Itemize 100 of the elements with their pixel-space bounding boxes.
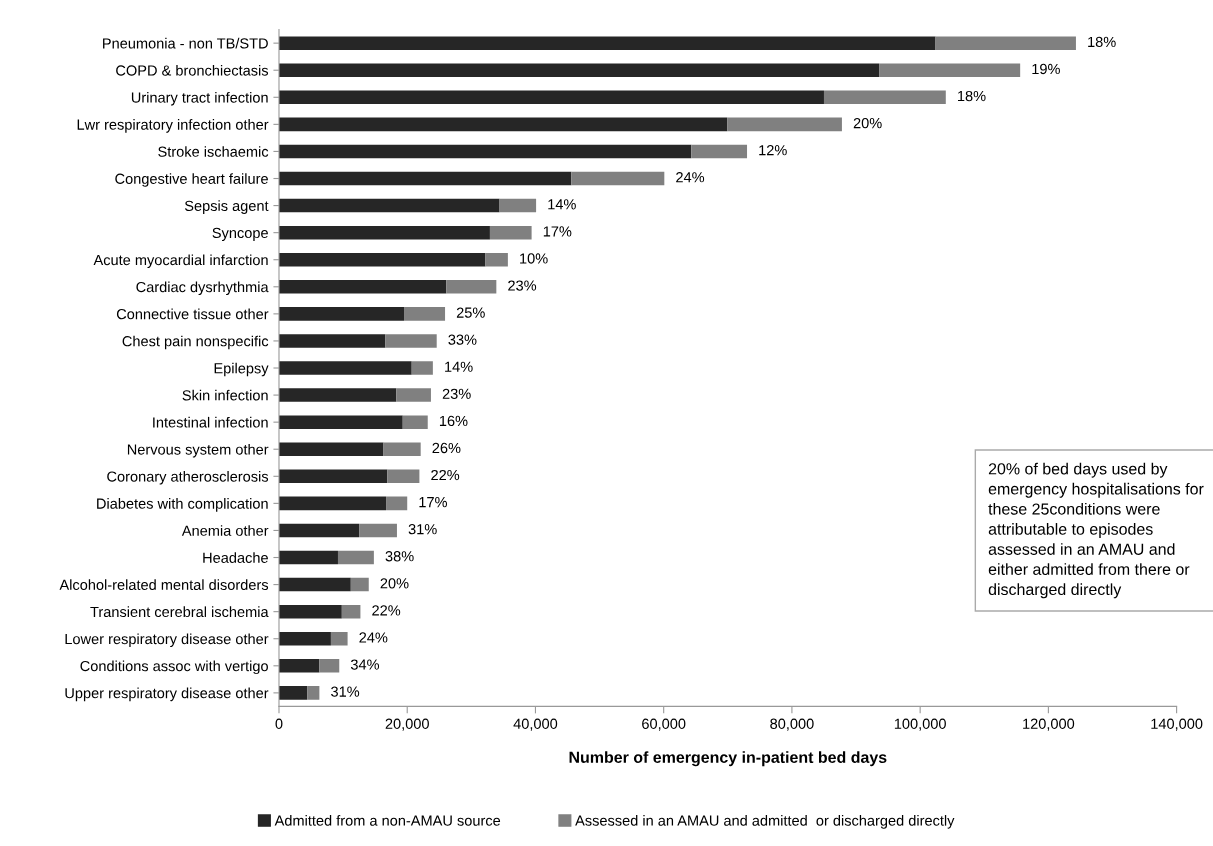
x-tick-label: 80,000 bbox=[770, 718, 814, 731]
x-tick-label: 20,000 bbox=[385, 718, 429, 731]
y-tick-label: Acute myocardial infarction bbox=[93, 254, 268, 269]
bar bbox=[341, 604, 361, 619]
y-tick-label: Nervous system other bbox=[127, 443, 269, 458]
bar bbox=[404, 307, 446, 321]
y-tick-label: Coronary atherosclerosis bbox=[107, 471, 269, 485]
y-tick-label: Lwr respiratory infection other bbox=[77, 119, 269, 133]
annotation: 22% bbox=[372, 605, 401, 616]
bar bbox=[278, 63, 880, 77]
annotation: 17% bbox=[419, 497, 447, 508]
bar bbox=[499, 198, 537, 213]
y-tick-label: Chest pain nonspecific bbox=[122, 335, 269, 350]
annotation: 23% bbox=[508, 280, 537, 291]
annotation: 14% bbox=[548, 199, 576, 210]
x-tick-label: 140,000 bbox=[1151, 718, 1203, 731]
bar bbox=[278, 469, 388, 484]
annotation: 33% bbox=[448, 334, 477, 345]
bar bbox=[337, 550, 374, 565]
bar bbox=[571, 171, 665, 186]
legend-label: Assessed in an AMAU and admitted or discharged directly bbox=[575, 815, 955, 829]
bar bbox=[879, 63, 1021, 77]
bar bbox=[446, 280, 497, 294]
annotation: 19% bbox=[1032, 63, 1060, 75]
bar bbox=[278, 388, 397, 402]
bar bbox=[411, 361, 433, 375]
y-tick-label: Anemia other bbox=[181, 525, 269, 536]
y-tick-label: Lower respiratory disease other bbox=[65, 633, 269, 648]
bar bbox=[330, 631, 348, 646]
y-tick-label: Headache bbox=[203, 552, 268, 563]
y-tick-label: Urinary tract infection bbox=[131, 92, 268, 106]
y-tick-label: Alcohol-related mental disorders bbox=[59, 579, 269, 591]
annotation: 22% bbox=[431, 469, 460, 481]
annotation: 23% bbox=[442, 388, 471, 399]
bar bbox=[278, 577, 351, 592]
bar bbox=[278, 144, 692, 159]
y-tick-label: Conditions assoc with vertigo bbox=[80, 660, 268, 675]
y-tick-label: Epilepsy bbox=[214, 362, 269, 377]
annotation: 16% bbox=[439, 415, 468, 427]
y-tick-label: Diabetes with complication bbox=[97, 498, 268, 512]
bar bbox=[386, 496, 408, 511]
annotation: 24% bbox=[676, 172, 705, 183]
bar bbox=[385, 334, 437, 348]
bar bbox=[359, 523, 397, 538]
x-tick-label: 40,000 bbox=[513, 718, 558, 731]
bar bbox=[278, 90, 824, 105]
annotation: 31% bbox=[408, 524, 437, 535]
bar bbox=[278, 198, 500, 213]
x-axis-title: Number of emergency in-patient bed days bbox=[569, 751, 887, 767]
bar bbox=[278, 225, 490, 240]
x-tick-label: 0 bbox=[275, 718, 283, 729]
bar bbox=[396, 388, 431, 402]
bar bbox=[319, 659, 340, 673]
y-tick-label: Pneumonia - non TB/STD bbox=[103, 37, 268, 49]
y-tick-label: Skin infection bbox=[182, 389, 268, 401]
annotation: 31% bbox=[331, 686, 360, 697]
bar bbox=[278, 604, 342, 619]
annotation: 18% bbox=[958, 90, 986, 102]
bar bbox=[727, 117, 842, 132]
bar bbox=[278, 550, 338, 565]
annotation: 20% bbox=[853, 117, 882, 129]
annotation: 24% bbox=[359, 632, 388, 643]
y-tick-label: Syncope bbox=[212, 227, 268, 241]
bar bbox=[823, 90, 946, 105]
bar bbox=[278, 496, 387, 511]
bar bbox=[278, 307, 405, 321]
bar bbox=[278, 334, 386, 348]
annotation: 38% bbox=[385, 551, 414, 562]
bar bbox=[307, 686, 320, 700]
bar bbox=[278, 631, 331, 646]
bar bbox=[387, 469, 420, 484]
y-tick-label: Sepsis agent bbox=[184, 200, 269, 214]
annotation: 25% bbox=[456, 307, 485, 318]
bar bbox=[383, 442, 421, 456]
y-tick-label: Connective tissue other bbox=[116, 308, 269, 320]
bar bbox=[278, 659, 320, 673]
y-tick-label: Upper respiratory disease other bbox=[65, 687, 269, 702]
annotation: 34% bbox=[350, 659, 380, 670]
bar bbox=[350, 577, 369, 592]
annotation: 14% bbox=[445, 361, 473, 372]
bar bbox=[489, 225, 532, 240]
bar bbox=[278, 415, 403, 429]
x-tick-label: 60,000 bbox=[642, 718, 686, 731]
bar bbox=[402, 415, 428, 429]
bar bbox=[278, 361, 412, 375]
y-tick-label: Transient cerebral ischemia bbox=[90, 606, 269, 618]
y-tick-label: Congestive heart failure bbox=[115, 173, 268, 187]
bar bbox=[278, 523, 360, 538]
annotation: 12% bbox=[759, 145, 787, 156]
bar bbox=[278, 442, 384, 456]
y-tick-label: Cardiac dysrhythmia bbox=[136, 281, 269, 296]
legend-label: Admitted from a non-AMAU source bbox=[274, 815, 501, 826]
annotation: 17% bbox=[543, 226, 572, 237]
annotation: 18% bbox=[1088, 36, 1116, 48]
annotation: 26% bbox=[432, 442, 461, 454]
bar bbox=[278, 36, 936, 50]
bar bbox=[278, 252, 486, 267]
bar bbox=[278, 686, 308, 700]
x-tick-label: 120,000 bbox=[1023, 718, 1075, 731]
bar bbox=[278, 117, 728, 132]
